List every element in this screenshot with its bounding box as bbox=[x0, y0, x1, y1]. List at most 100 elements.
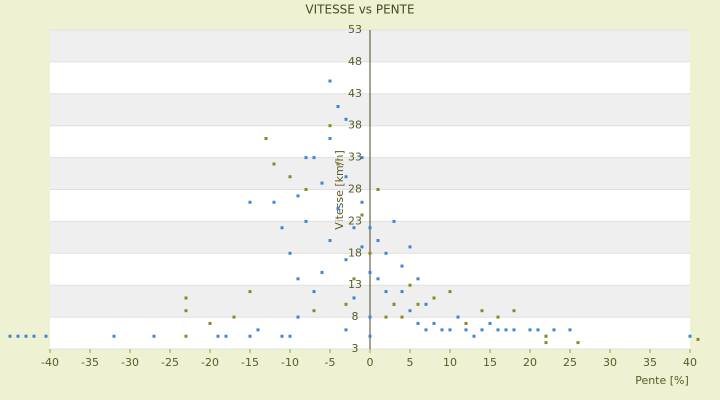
scatter-point bbox=[272, 162, 276, 166]
scatter-point bbox=[376, 188, 380, 191]
scatter-point bbox=[456, 315, 460, 319]
x-tick-label: -40 bbox=[41, 356, 59, 369]
scatter-point bbox=[320, 181, 324, 185]
scatter-point bbox=[344, 258, 348, 262]
scatter-point bbox=[480, 328, 484, 332]
scatter-point bbox=[288, 334, 292, 338]
scatter-point bbox=[384, 290, 388, 294]
scatter-point bbox=[352, 277, 356, 281]
scatter-point bbox=[392, 302, 396, 306]
scatter-point bbox=[536, 328, 540, 332]
scatter-point bbox=[440, 328, 444, 332]
scatter-point bbox=[496, 328, 500, 332]
x-tick-label: 40 bbox=[683, 356, 697, 369]
scatter-point bbox=[528, 328, 532, 332]
scatter-point bbox=[424, 302, 428, 306]
scatter-point bbox=[352, 226, 356, 230]
scatter-point bbox=[328, 79, 332, 83]
scatter-point bbox=[256, 328, 260, 332]
x-tick-label: 30 bbox=[603, 356, 617, 369]
x-tick-label: -20 bbox=[201, 356, 219, 369]
scatter-point bbox=[184, 309, 188, 313]
scatter-point bbox=[688, 334, 692, 338]
scatter-point bbox=[448, 328, 452, 332]
scatter-point bbox=[544, 334, 548, 338]
scatter-point bbox=[8, 334, 12, 338]
scatter-point bbox=[368, 251, 372, 255]
scatter-point bbox=[368, 334, 372, 338]
x-axis-label: Pente [%] bbox=[635, 374, 689, 387]
y-tick-label: 3 bbox=[352, 342, 359, 355]
scatter-point bbox=[696, 337, 700, 341]
scatter-point bbox=[224, 334, 228, 338]
scatter-point bbox=[368, 226, 372, 230]
scatter-point bbox=[360, 213, 364, 217]
scatter-point bbox=[568, 328, 572, 332]
scatter-point bbox=[384, 315, 388, 319]
scatter-point bbox=[432, 321, 436, 325]
chart-title: VITESSE vs PENTE bbox=[305, 3, 414, 17]
scatter-point bbox=[344, 117, 348, 121]
scatter-point bbox=[360, 245, 364, 249]
x-tick-label: 0 bbox=[367, 356, 374, 369]
scatter-point bbox=[352, 296, 356, 300]
x-tick-label: -15 bbox=[241, 356, 259, 369]
scatter-point bbox=[296, 277, 300, 281]
scatter-point bbox=[464, 321, 468, 325]
scatter-point bbox=[408, 283, 412, 287]
scatter-point bbox=[336, 105, 340, 109]
scatter-point bbox=[344, 175, 348, 179]
scatter-point bbox=[400, 264, 404, 268]
scatter-point bbox=[208, 321, 212, 325]
scatter-point bbox=[504, 328, 508, 332]
y-tick-label: 48 bbox=[348, 55, 362, 68]
scatter-point bbox=[384, 251, 388, 255]
scatter-point bbox=[312, 290, 316, 294]
scatter-point bbox=[272, 200, 276, 204]
scatter-point bbox=[216, 334, 220, 338]
x-tick-label: 20 bbox=[523, 356, 537, 369]
scatter-point bbox=[296, 315, 300, 319]
scatter-point bbox=[376, 239, 380, 243]
y-tick-label: 33 bbox=[348, 151, 362, 164]
scatter-point bbox=[264, 136, 268, 140]
scatter-point bbox=[360, 200, 364, 204]
scatter-point bbox=[368, 270, 372, 274]
scatter-point bbox=[400, 290, 404, 294]
x-tick-label: -5 bbox=[325, 356, 336, 369]
scatter-point bbox=[112, 334, 116, 338]
scatter-point bbox=[424, 328, 428, 332]
scatter-point bbox=[296, 194, 300, 198]
scatter-point bbox=[328, 124, 332, 128]
scatter-point bbox=[360, 156, 364, 160]
scatter-point bbox=[288, 251, 292, 255]
scatter-point bbox=[44, 334, 48, 338]
scatter-point bbox=[184, 296, 188, 300]
scatter-point bbox=[448, 290, 452, 294]
x-tick-label: -35 bbox=[81, 356, 99, 369]
scatter-point bbox=[280, 226, 284, 230]
scatter-point bbox=[376, 277, 380, 281]
scatter-point bbox=[24, 334, 28, 338]
scatter-point bbox=[328, 239, 332, 243]
scatter-point bbox=[408, 309, 412, 313]
x-tick-label: -30 bbox=[121, 356, 139, 369]
scatter-point bbox=[248, 290, 252, 294]
scatter-point bbox=[416, 277, 420, 281]
scatter-point bbox=[480, 309, 484, 313]
scatter-point bbox=[312, 309, 316, 313]
scatter-point bbox=[416, 302, 420, 306]
y-tick-label: 28 bbox=[348, 183, 362, 196]
scatter-point bbox=[512, 328, 516, 332]
scatter-point bbox=[576, 341, 580, 345]
scatter-point bbox=[336, 207, 340, 211]
scatter-point bbox=[304, 219, 308, 223]
scatter-point bbox=[320, 270, 324, 274]
scatter-point bbox=[368, 315, 372, 319]
scatter-point bbox=[248, 200, 252, 204]
y-tick-label: 18 bbox=[348, 246, 362, 259]
y-tick-label: 13 bbox=[348, 278, 362, 291]
scatter-point bbox=[32, 334, 36, 338]
scatter-point bbox=[312, 156, 316, 160]
scatter-point bbox=[344, 302, 348, 306]
